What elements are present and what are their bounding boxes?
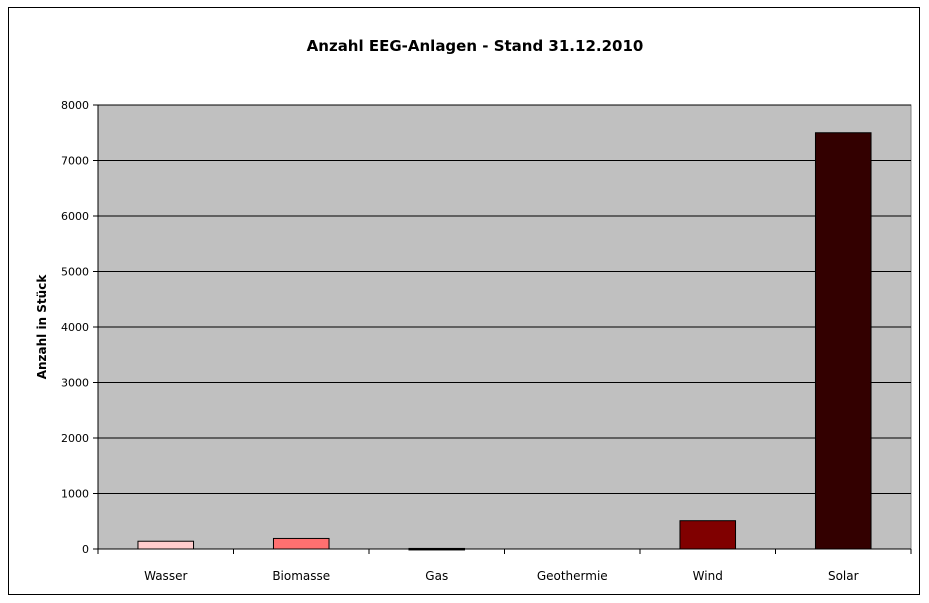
y-tick-label: 0: [82, 543, 89, 556]
bar-biomasse: [272, 537, 330, 550]
x-tick-label: Wasser: [144, 569, 187, 583]
x-tick-labels: Wasser Biomasse Gas Geothermie Wind Solar: [144, 569, 858, 583]
x-tick-label: Solar: [828, 569, 859, 583]
y-tick-label: 3000: [61, 377, 89, 390]
gridlines: [98, 104, 911, 494]
y-tick-labels: 0 1000 2000 3000 4000 5000 6000 7000 8000: [61, 99, 89, 556]
y-tick-label: 7000: [61, 155, 89, 168]
y-tick-label: 1000: [61, 488, 89, 501]
bar-wind: [679, 520, 737, 550]
axes: [93, 104, 912, 554]
y-tick-label: 4000: [61, 321, 89, 334]
x-tick-label: Biomasse: [272, 569, 330, 583]
x-tick-label: Geothermie: [537, 569, 608, 583]
x-tick-label: Gas: [425, 569, 448, 583]
y-axis-label: Anzahl in Stück: [35, 274, 49, 380]
bar-solar: [814, 132, 872, 550]
bar-wasser: [137, 540, 195, 550]
x-tick-label: Wind: [693, 569, 723, 583]
chart-title: Anzahl EEG-Anlagen - Stand 31.12.2010: [307, 37, 644, 55]
y-tick-label: 8000: [61, 99, 89, 112]
bars: [137, 132, 872, 551]
y-tick-label: 6000: [61, 210, 89, 223]
y-tick-label: 2000: [61, 432, 89, 445]
y-tick-label: 5000: [61, 266, 89, 279]
